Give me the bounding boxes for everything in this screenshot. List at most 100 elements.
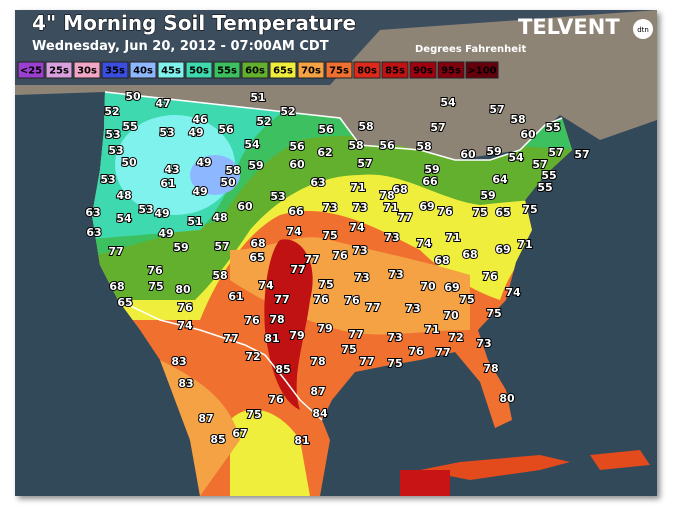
station-value: 73 (476, 337, 491, 350)
station-value: 49 (196, 156, 211, 169)
station-value: 59 (486, 145, 501, 158)
station-value: 75 (472, 206, 487, 219)
station-value: 50 (220, 176, 236, 189)
station-value: 66 (288, 205, 304, 218)
legend-label: 65s (273, 66, 293, 77)
station-value: 49 (188, 126, 203, 139)
station-value: 64 (492, 173, 508, 186)
station-value: 50 (121, 156, 137, 169)
station-value: 49 (158, 227, 173, 240)
station-value: 67 (232, 427, 247, 440)
station-value: 54 (440, 96, 456, 109)
station-value: 53 (105, 128, 120, 141)
subtitle: Wednesday, Jun 20, 2012 - 07:00AM CDT (32, 39, 329, 54)
station-value: 53 (108, 144, 123, 157)
legend-label: 40s (133, 66, 153, 77)
station-value: 57 (357, 157, 372, 170)
legend-label: 85s (385, 66, 405, 77)
legend-swatch (381, 61, 409, 79)
station-value: 58 (348, 139, 363, 152)
station-value: 63 (85, 206, 100, 219)
station-value: 57 (548, 146, 563, 159)
border-north (104, 91, 563, 161)
brand: TELVENT (518, 15, 620, 39)
station-value: 76 (332, 249, 348, 262)
station-value: 57 (430, 121, 445, 134)
station-value: 70 (443, 309, 459, 322)
station-value: 63 (86, 226, 101, 239)
station-value: 43 (164, 163, 179, 176)
station-value: 68 (462, 248, 477, 261)
legend-swatch (45, 61, 73, 79)
station-value: 83 (171, 355, 186, 368)
station-value: 60 (460, 148, 476, 161)
station-value: 59 (480, 189, 495, 202)
legend-swatch (241, 61, 269, 79)
legend-swatch (17, 61, 45, 79)
station-value: 74 (416, 237, 432, 250)
station-value: 56 (379, 139, 395, 152)
station-value: 55 (545, 121, 560, 134)
legend-label: 90s (413, 66, 433, 77)
legend-label: >100 (467, 66, 496, 77)
station-value: 53 (100, 173, 115, 186)
station-value: 85 (275, 363, 290, 376)
station-value: 71 (424, 323, 439, 336)
station-value: 77 (365, 301, 380, 314)
legend-swatch (73, 61, 101, 79)
station-value: 73 (405, 302, 420, 315)
station-value: 74 (286, 225, 302, 238)
station-value: 76 (147, 264, 163, 277)
station-value: 60 (237, 200, 253, 213)
station-value: 75 (318, 278, 333, 291)
legend-swatch (213, 61, 241, 79)
legend-label: 55s (217, 66, 237, 77)
station-value: 65 (249, 251, 264, 264)
station-value: 76 (482, 270, 498, 283)
cuba (420, 455, 570, 480)
station-value: 78 (269, 313, 284, 326)
legend-swatch (465, 61, 499, 79)
station-value: 73 (387, 331, 402, 344)
station-value: 75 (522, 203, 537, 216)
station-value: 51 (187, 215, 202, 228)
legend-swatch (409, 61, 437, 79)
legend-swatch (157, 61, 185, 79)
station-value: 71 (383, 201, 398, 214)
station-value: 77 (348, 328, 363, 341)
station-value: 60 (520, 128, 536, 141)
station-value: 74 (349, 221, 365, 234)
station-value: 73 (354, 271, 369, 284)
legend-label: 60s (245, 66, 265, 77)
station-value: 52 (104, 105, 119, 118)
legend-swatch (437, 61, 465, 79)
station-value: 47 (155, 97, 170, 110)
station-value: 65 (117, 296, 132, 309)
title: 4" Morning Soil Temperature (32, 11, 356, 35)
station-value: 59 (424, 163, 439, 176)
station-value: 68 (434, 254, 449, 267)
station-value: 72 (245, 350, 260, 363)
station-value: 77 (223, 332, 238, 345)
station-value: 80 (499, 392, 515, 405)
station-value: 74 (258, 279, 274, 292)
station-value: 69 (495, 243, 510, 256)
legend-label: 80s (357, 66, 377, 77)
station-value: 48 (116, 189, 131, 202)
station-value: 58 (358, 120, 373, 133)
station-value: 46 (192, 113, 208, 126)
units: Degrees Fahrenheit (415, 44, 526, 55)
station-value: 52 (280, 105, 295, 118)
station-value: 73 (384, 231, 399, 244)
station-value: 68 (250, 237, 265, 250)
legend-swatch (297, 61, 325, 79)
station-value: 51 (250, 91, 265, 104)
legend-label: 30s (77, 66, 97, 77)
station-value: 58 (510, 113, 525, 126)
station-value: 59 (248, 159, 263, 172)
legend-label: 50s (189, 66, 209, 77)
station-value: 74 (177, 319, 193, 332)
legend: <25 25s 30s 35s 40s 45s 50s 55s 60s 65s 70s 75s 80s 8… (17, 61, 499, 79)
hispaniola (590, 450, 650, 470)
station-value: 72 (448, 331, 463, 344)
